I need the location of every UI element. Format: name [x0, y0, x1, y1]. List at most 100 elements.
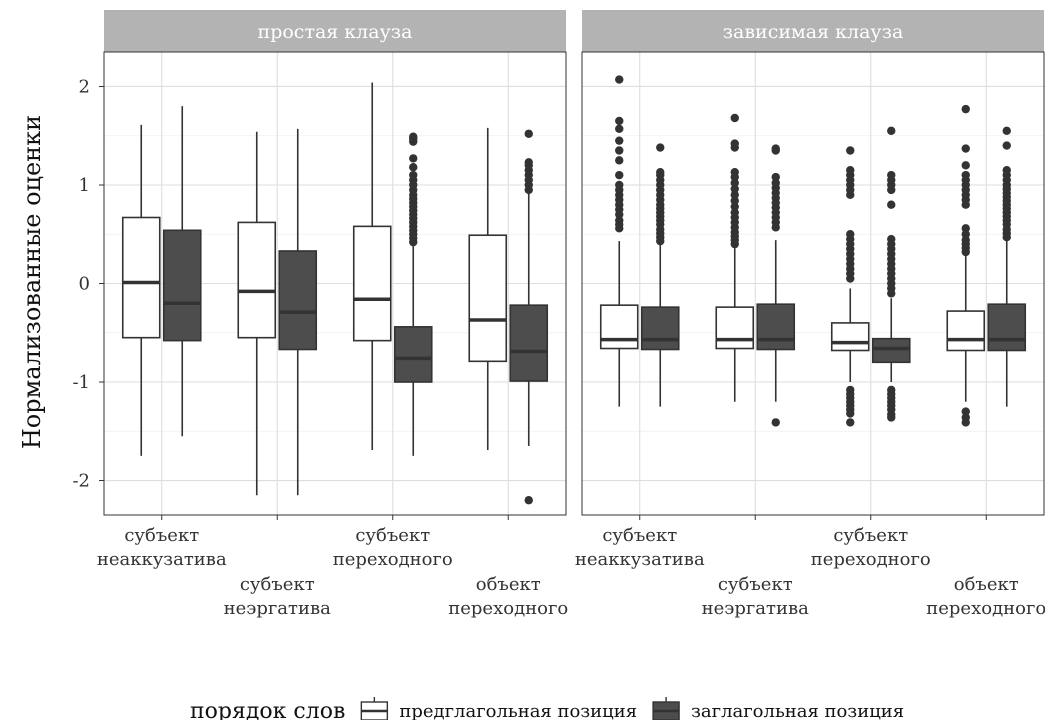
category-label-line1: субъект [833, 525, 908, 546]
outlier-point [656, 143, 665, 152]
grid [582, 52, 1044, 515]
outlier-point [656, 167, 665, 177]
box-pre [830, 146, 870, 427]
box-post [278, 128, 318, 496]
category-label-line1: субъект [124, 525, 199, 546]
outlier-point [887, 413, 896, 422]
y-tick-label: 0 [79, 274, 90, 295]
outlier-point [409, 170, 418, 180]
outlier-point [409, 163, 418, 172]
legend-entry-label: предглагольная позиция [399, 701, 637, 720]
category-label-line2: неаккузатива [575, 549, 705, 570]
y-tick-label: -1 [72, 372, 90, 393]
outlier-point [846, 418, 855, 427]
y-axis-label: Нормализованные оценки [18, 115, 46, 449]
outlier-point [615, 146, 624, 155]
panel-strip [104, 10, 566, 52]
outlier-point [730, 190, 739, 200]
outlier-point [524, 129, 533, 138]
outlier-point [961, 224, 970, 233]
legend: порядок слов предглагольная позиция загла… [190, 697, 904, 720]
outlier-point [615, 116, 624, 126]
outlier-point [771, 178, 780, 188]
category-label-line2: переходного [448, 598, 568, 619]
outlier-point [615, 170, 624, 180]
panel-border [581, 51, 1045, 516]
outlier-point [887, 200, 896, 209]
box-post [393, 132, 433, 456]
panel-strip-title: зависимая клауза [723, 21, 904, 43]
category-label-line1: субъект [355, 525, 430, 546]
box-body [756, 303, 796, 351]
box-body [599, 304, 639, 350]
box-body [946, 310, 986, 352]
outlier-point [771, 418, 780, 427]
outlier-point [409, 154, 418, 163]
panel-2: зависимая клауза субъект неаккузатива субъе… [575, 10, 1045, 619]
outlier-point [1002, 141, 1011, 150]
box-pre [352, 82, 392, 450]
box-pre [715, 113, 755, 402]
outlier-point [730, 184, 739, 194]
legend-entry-label: заглагольная позиция [691, 701, 904, 720]
box-body [468, 234, 508, 363]
outlier-point [771, 144, 780, 153]
outlier-point [730, 196, 739, 205]
box-post [640, 143, 680, 407]
box-body [871, 337, 911, 364]
box-post [509, 129, 549, 505]
outlier-point [730, 202, 739, 211]
outlier-point [961, 407, 970, 416]
box-pre [121, 124, 161, 456]
outlier-point [961, 418, 970, 427]
category-label-line2: переходного [333, 549, 453, 570]
category-label-line1: объект [954, 574, 1019, 595]
outlier-point [846, 166, 855, 175]
outlier-point [524, 496, 533, 505]
category-label-line2: неэргатива [702, 598, 810, 619]
legend-entry: предглагольная позиция [360, 697, 637, 720]
category-label-line1: субъект [602, 525, 677, 546]
box-body [162, 229, 202, 342]
y-tick-label: 2 [79, 76, 90, 97]
box-pre [237, 131, 277, 496]
box-post [162, 106, 202, 437]
box-body [509, 304, 549, 382]
outlier-point [961, 104, 970, 114]
box-body [352, 225, 392, 342]
outlier-point [846, 409, 855, 418]
outlier-point [409, 132, 418, 141]
outlier-point [615, 75, 624, 84]
outlier-point [730, 208, 739, 217]
y-tick-label: -2 [72, 471, 90, 492]
outlier-point [846, 230, 855, 239]
box-body [393, 326, 433, 383]
category-label-line1: субъект [240, 574, 315, 595]
box-body [121, 216, 161, 339]
panel-strip-title: простая клауза [258, 21, 413, 43]
outlier-point [961, 230, 970, 239]
outlier-point [887, 170, 896, 180]
outlier-point [615, 180, 624, 190]
outlier-point [730, 178, 739, 188]
box-body [278, 250, 318, 351]
outlier-point [771, 172, 780, 182]
outlier-point [615, 216, 624, 225]
category-label-line2: неаккузатива [97, 549, 227, 570]
box-body [237, 221, 277, 339]
outlier-point [961, 170, 970, 180]
box-post [756, 144, 796, 427]
outlier-point [730, 167, 739, 177]
category-label-line1: объект [476, 574, 541, 595]
outlier-point [730, 113, 739, 123]
outlier-point [887, 126, 896, 136]
category-label-line2: переходного [811, 549, 931, 570]
panels: простая клауза -2 -1 0 1 2 субъект неаккузатива… [72, 10, 1045, 619]
panel-1: простая клауза -2 -1 0 1 2 субъект неаккузатива… [72, 10, 568, 619]
outlier-point [524, 158, 533, 167]
legend-title: порядок слов [190, 699, 345, 720]
box-pre [946, 104, 986, 427]
box-body [715, 306, 755, 350]
box-pre [468, 127, 508, 450]
